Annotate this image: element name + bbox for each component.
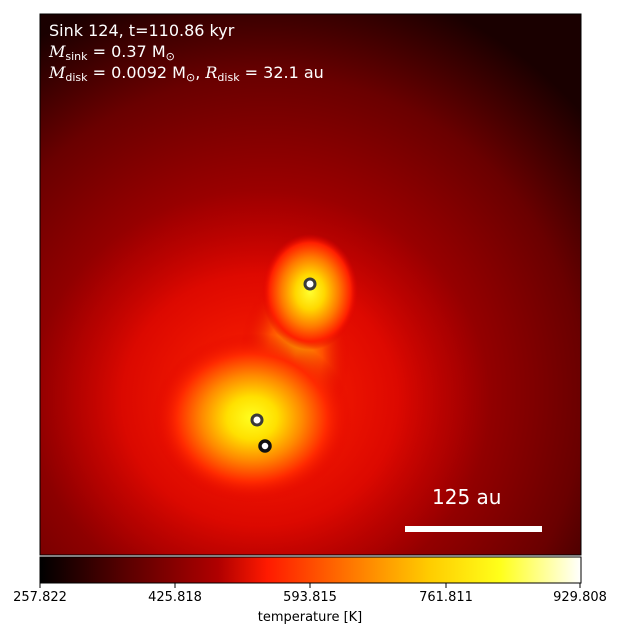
colorbar-tick-label: 761.811: [419, 590, 473, 605]
plot-frame: [39, 13, 582, 556]
mdisk-symbol: M: [49, 63, 66, 82]
sink-title-text: Sink 124, t=110.86 kyr: [49, 21, 235, 40]
colorbar-label: temperature [K]: [257, 610, 363, 625]
msink-subscript: sink: [65, 50, 88, 63]
rdisk-subscript: disk: [217, 71, 240, 84]
scalebar-label: 125 au: [432, 485, 502, 509]
colorbar: [39, 556, 582, 584]
colorbar-ticks: [39, 583, 581, 588]
colorbar-tick-label: 593.815: [283, 590, 337, 605]
temperature-field: [40, 14, 581, 555]
rdisk-value: = 32.1 au: [239, 63, 324, 82]
mdisk-unit-subscript: ⊙: [185, 71, 196, 84]
sink-title: Sink 124, t=110.86 kyr: [49, 22, 234, 40]
sink-marker-middle: [250, 413, 264, 427]
sink-markers: [250, 277, 317, 453]
colorbar-tick-label: 425.818: [148, 590, 202, 605]
scalebar: [405, 526, 542, 532]
msink-unit-subscript: ⊙: [165, 50, 175, 63]
rdisk-separator: ,: [195, 63, 206, 82]
disk-line: Mdisk = 0.0092 M⊙, Rdisk = 32.1 au: [49, 63, 324, 85]
msink-symbol: M: [49, 42, 66, 61]
rdisk-symbol: R: [205, 63, 218, 82]
msink-value: = 0.37 M: [87, 42, 166, 61]
colorbar-tick-label: 929.808: [553, 590, 607, 605]
sink-mass-line: Msink = 0.37 M⊙: [49, 42, 175, 64]
mdisk-value: = 0.0092 M: [87, 63, 186, 82]
colorbar-tick-label: 257.822: [13, 590, 67, 605]
hot-blob-upper: [262, 234, 358, 350]
sink-marker-lower: [258, 439, 272, 453]
mdisk-subscript: disk: [65, 71, 88, 84]
sink-marker-upper: [303, 277, 317, 291]
